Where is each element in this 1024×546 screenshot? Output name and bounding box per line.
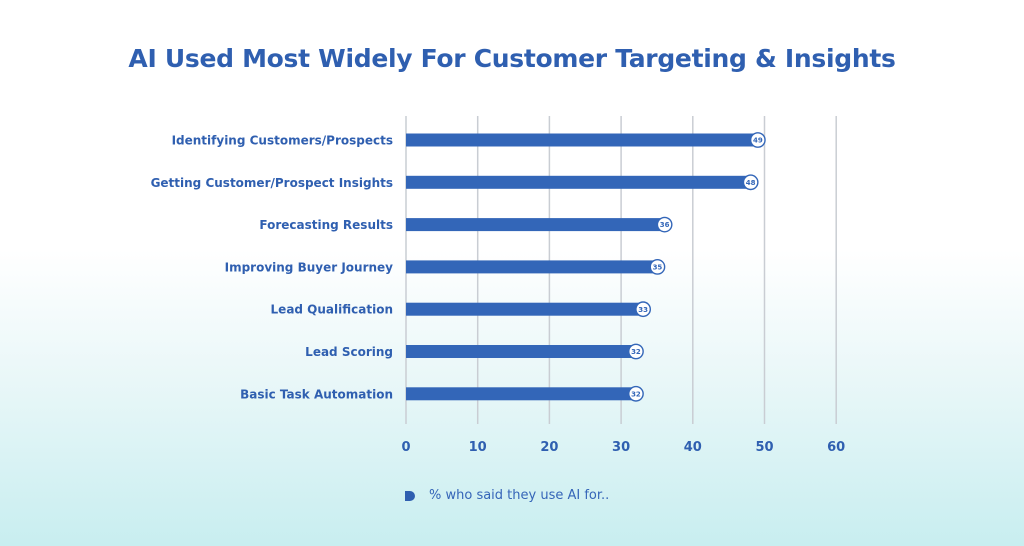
legend-label: % who said they use AI for.. <box>429 488 610 503</box>
value-label: 48 <box>746 179 756 187</box>
value-label-badge <box>749 132 766 148</box>
x-tick-label: 0 <box>401 440 410 455</box>
value-label-badge <box>628 385 644 402</box>
value-label-badge <box>628 343 644 360</box>
bar <box>406 302 643 316</box>
x-tick-label: 10 <box>469 440 487 455</box>
category-label: Lead Scoring <box>305 345 393 359</box>
bar <box>406 387 636 401</box>
x-tick-label: 60 <box>827 440 845 455</box>
value-label: 35 <box>653 264 663 272</box>
bar <box>406 218 665 232</box>
category-label: Improving Buyer Journey <box>225 260 394 274</box>
x-tick-label: 20 <box>540 440 558 455</box>
category-label: Getting Customer/Prospect Insights <box>151 176 393 190</box>
value-label-badge <box>649 258 666 275</box>
legend-swatch <box>405 490 415 501</box>
value-label: 33 <box>638 306 648 314</box>
value-label: 32 <box>631 348 641 356</box>
chart-title: AI Used Most Widely For Customer Targeti… <box>128 44 896 73</box>
category-label: Basic Task Automation <box>240 387 393 401</box>
value-label: 32 <box>631 390 641 398</box>
value-label: 49 <box>753 137 763 145</box>
x-tick-label: 50 <box>755 440 773 455</box>
category-label: Lead Qualification <box>271 303 393 317</box>
bar <box>406 175 751 189</box>
value-label-badge <box>656 216 673 233</box>
x-tick-label: 30 <box>612 440 630 455</box>
category-label: Identifying Customers/Prospects <box>172 134 393 148</box>
value-label-badge <box>742 174 759 191</box>
bar <box>406 345 636 358</box>
value-label: 36 <box>660 221 670 229</box>
bar <box>406 133 758 147</box>
x-tick-label: 40 <box>684 440 702 455</box>
category-label: Forecasting Results <box>259 218 393 232</box>
bar <box>406 260 657 274</box>
value-label-badge <box>635 301 652 318</box>
legend: % who said they use AI for.. <box>405 488 609 503</box>
